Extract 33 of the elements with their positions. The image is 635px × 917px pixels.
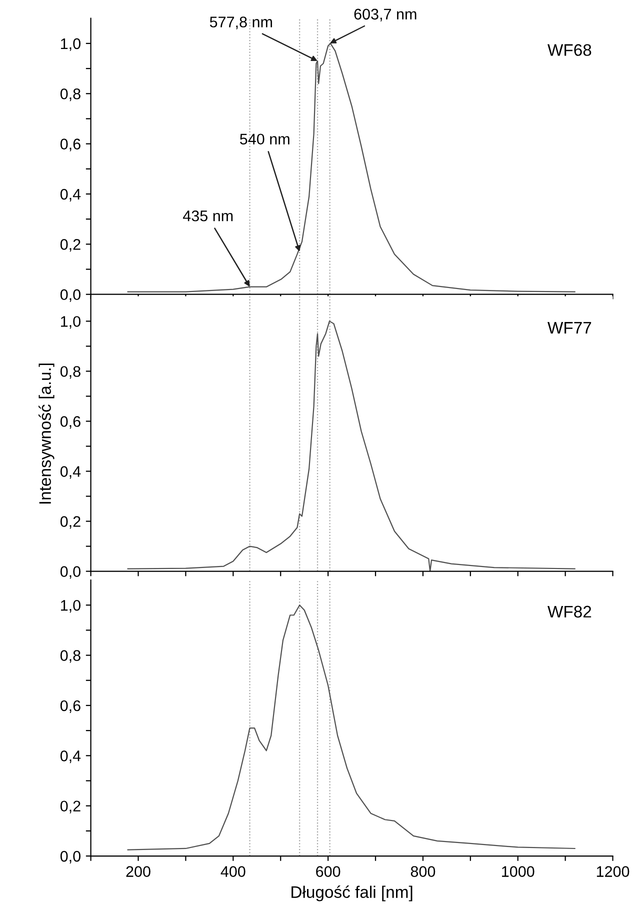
y-tick-label: 1,0	[61, 316, 80, 329]
y-tick-label: 0,2	[60, 516, 80, 529]
y-tick-label: 0,4	[60, 466, 81, 479]
y-tick-label: 1,0	[61, 600, 80, 613]
y-tick-label: 0,0	[60, 566, 80, 579]
y-axis-title: Intensywność [a.u.]	[38, 364, 54, 504]
annotation: 603,7 nm	[354, 8, 416, 22]
x-tick-label: 600	[316, 866, 340, 877]
x-tick-label: 1000	[502, 866, 534, 877]
y-tick-label: 0,8	[60, 366, 80, 379]
x-tick-label: 400	[220, 866, 246, 877]
annotation: 435 nm	[182, 210, 233, 222]
y-tick-label: 0,0	[60, 850, 80, 864]
y-tick-label: 0,8	[60, 88, 80, 102]
x-axis-title: Długość fali [nm]	[292, 886, 412, 902]
y-tick-label: 0,6	[60, 416, 80, 429]
y-tick-label: 1,0	[61, 38, 80, 51]
annotation: 577,8 nm	[210, 16, 272, 30]
y-tick-label: 0,6	[60, 700, 80, 713]
y-tick-label: 0,0	[60, 289, 80, 302]
x-tick-label: 1200	[596, 866, 630, 877]
annotation: 540 nm	[240, 134, 290, 145]
y-tick-label: 0,6	[60, 138, 80, 152]
x-tick-label: 200	[126, 866, 150, 877]
y-tick-label: 0,4	[60, 750, 81, 764]
y-tick-label: 0,4	[60, 188, 81, 202]
x-tick-label: 800	[410, 866, 436, 877]
annotation: WF82	[548, 606, 592, 618]
y-tick-label: 0,2	[60, 800, 80, 814]
annotation: WF77	[548, 322, 592, 334]
annotation: WF68	[548, 44, 592, 56]
y-tick-label: 0,8	[60, 650, 80, 663]
y-tick-label: 0,2	[60, 239, 80, 252]
